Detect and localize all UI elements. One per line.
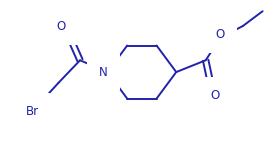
Text: Br: Br bbox=[25, 105, 38, 118]
Text: O: O bbox=[210, 89, 219, 102]
Text: N: N bbox=[99, 66, 108, 79]
Text: O: O bbox=[57, 20, 66, 33]
Text: O: O bbox=[216, 28, 225, 41]
